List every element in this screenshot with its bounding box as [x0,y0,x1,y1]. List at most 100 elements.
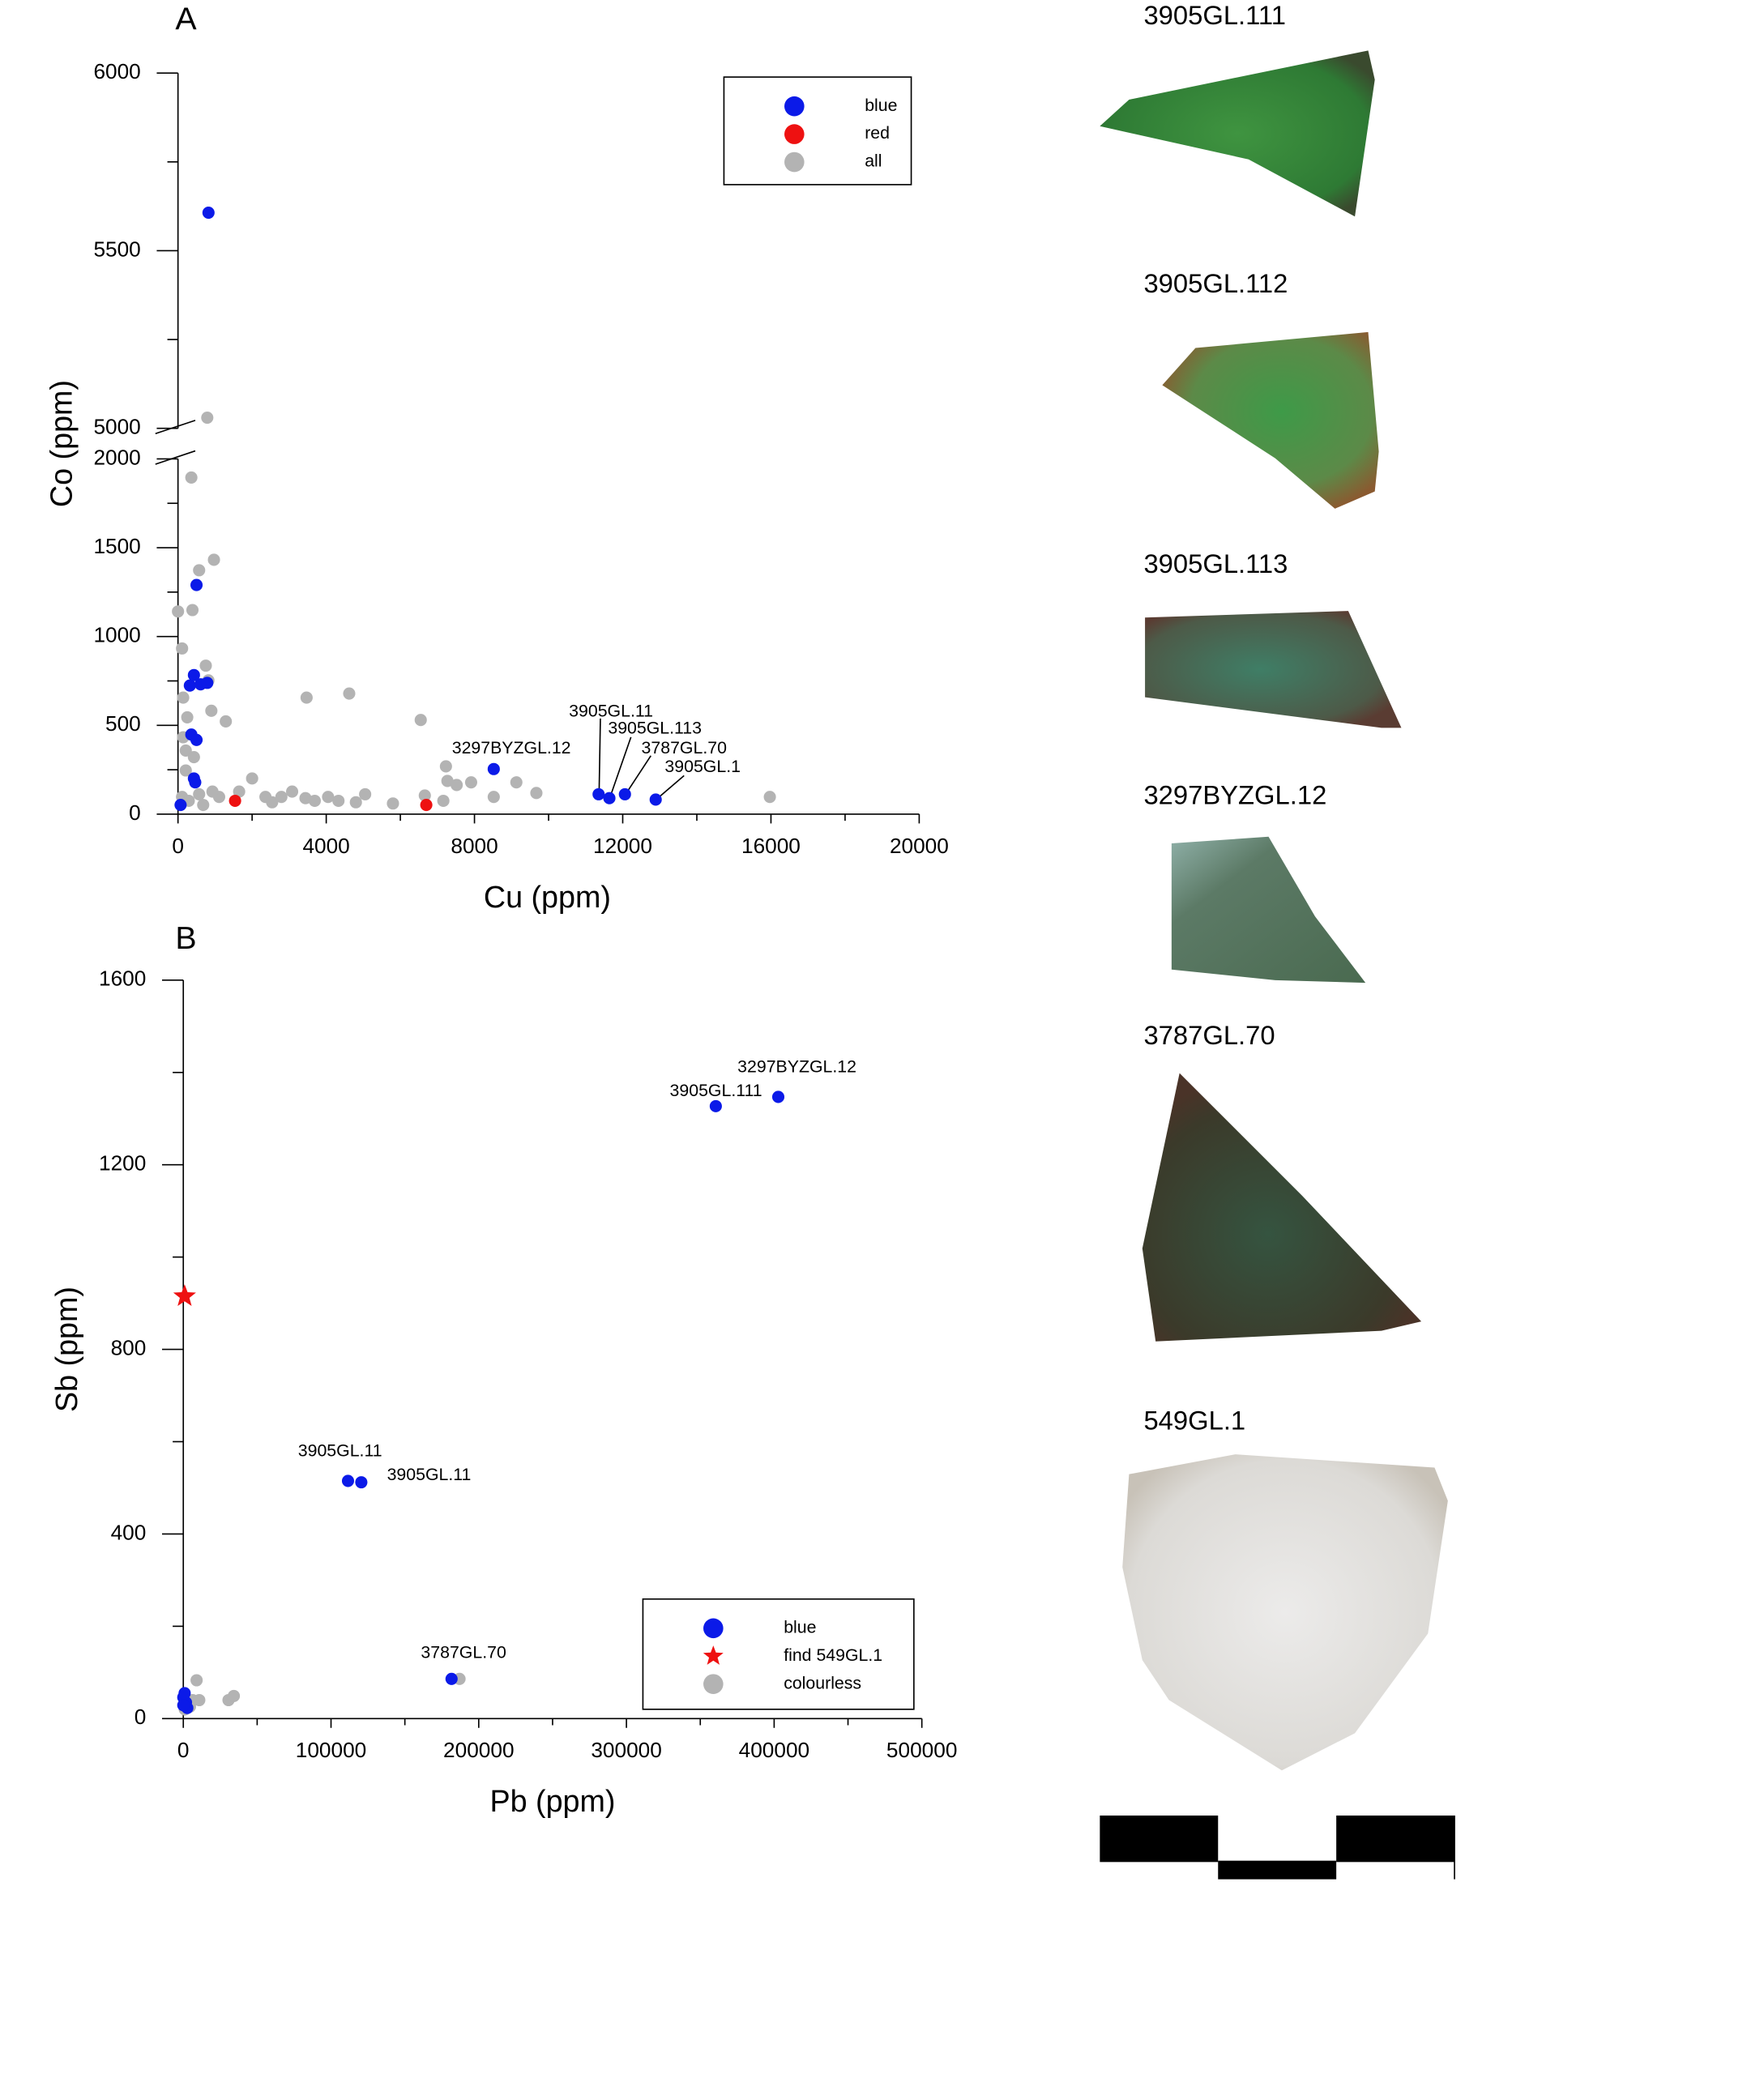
annotation: 3297BYZGL.12 [737,1057,856,1077]
x-tick-label: 20000 [890,834,949,858]
point [763,791,776,804]
point [349,796,362,809]
leader-line [625,755,651,795]
point [487,791,500,804]
photo-panel: 3905GL.111 3905GL.112 3905GL.113 3297BYZ… [1100,0,1455,1880]
point [205,704,218,717]
glass-photo [1171,836,1366,984]
photo-label: 3787GL.70 [1143,1020,1275,1050]
annotation: 3905GL.11 [298,1440,382,1460]
point [451,779,463,792]
point [299,792,312,804]
point [179,744,192,757]
point [618,787,631,800]
y-tick-label: 5000 [93,415,140,439]
legend-marker [703,1618,724,1639]
legend-label: blue [865,96,897,115]
point [285,785,299,798]
point [201,676,214,689]
panel-label: A [175,2,197,37]
x-tick-label: 200000 [443,1738,515,1762]
x-axis-label: Pb (ppm) [489,1784,615,1818]
y-tick-label: 0 [129,800,141,825]
point [420,798,433,812]
point [220,715,233,728]
leader-line [656,775,685,800]
photo-label: 3905GL.113 [1143,548,1288,578]
point [439,760,452,773]
point [185,471,198,484]
x-tick-label: 300000 [591,1738,662,1762]
point [186,604,199,617]
annotation: 3905GL.11 [569,701,653,720]
legend-marker [703,1645,724,1665]
x-axis-label: Cu (ppm) [484,880,611,914]
point [199,659,212,672]
point [530,787,543,800]
y-tick-label: 1600 [99,967,146,991]
point [202,206,215,220]
legend-label: blue [784,1617,816,1637]
point [187,668,200,681]
y-tick-label: 1200 [99,1151,146,1176]
legend-label: find 549GL.1 [784,1645,882,1665]
glass-photo [1142,1073,1422,1342]
annotation: 3787GL.70 [421,1643,506,1662]
point [355,1476,368,1489]
glass-photo [1100,50,1375,217]
point [190,733,203,746]
photo-label: 549GL.1 [1143,1405,1245,1435]
legend-label: colourless [784,1673,861,1692]
annotation: 3787GL.70 [642,738,728,757]
point [178,1687,191,1700]
point [229,794,241,808]
legend-marker [784,151,805,173]
legend-box [723,76,912,186]
point [190,578,203,591]
scale-bar [1100,1815,1219,1863]
point [487,762,500,775]
scale-bar [1218,1860,1337,1880]
point [193,787,206,800]
point [246,772,258,785]
point [173,1284,196,1306]
x-tick-label: 16000 [741,834,801,858]
point [233,785,246,798]
axis-break [155,450,196,465]
leader-line [609,736,632,799]
point [308,794,321,808]
photo-label: 3297BYZGL.12 [1143,779,1326,809]
axis-break [155,420,196,435]
point [437,794,450,808]
annotation: 3297BYZGL.12 [452,738,571,757]
point [187,751,200,764]
point [414,714,427,727]
panel-label: B [175,920,196,956]
glass-photo [1145,611,1402,728]
y-tick-label: 400 [111,1520,147,1544]
photo-label: 3905GL.112 [1143,268,1288,298]
point [207,553,220,566]
glass-photo [1162,331,1379,509]
annotation: 3905GL.113 [608,719,702,738]
x-tick-label: 0 [177,1738,190,1762]
point [190,1674,203,1687]
point [172,605,185,618]
x-tick-label: 100000 [296,1738,367,1762]
x-tick-label: 0 [172,834,184,858]
y-tick-label: 500 [105,711,141,736]
point [179,764,192,777]
point [177,691,190,704]
x-tick-label: 4000 [302,834,349,858]
point [177,1699,190,1712]
x-tick-label: 500000 [886,1738,958,1762]
point [176,642,189,655]
point [441,775,454,787]
point [592,787,605,800]
y-tick-label: 5500 [93,237,140,261]
point [197,798,210,812]
legend-marker [784,124,805,144]
legend-box [642,1598,915,1710]
